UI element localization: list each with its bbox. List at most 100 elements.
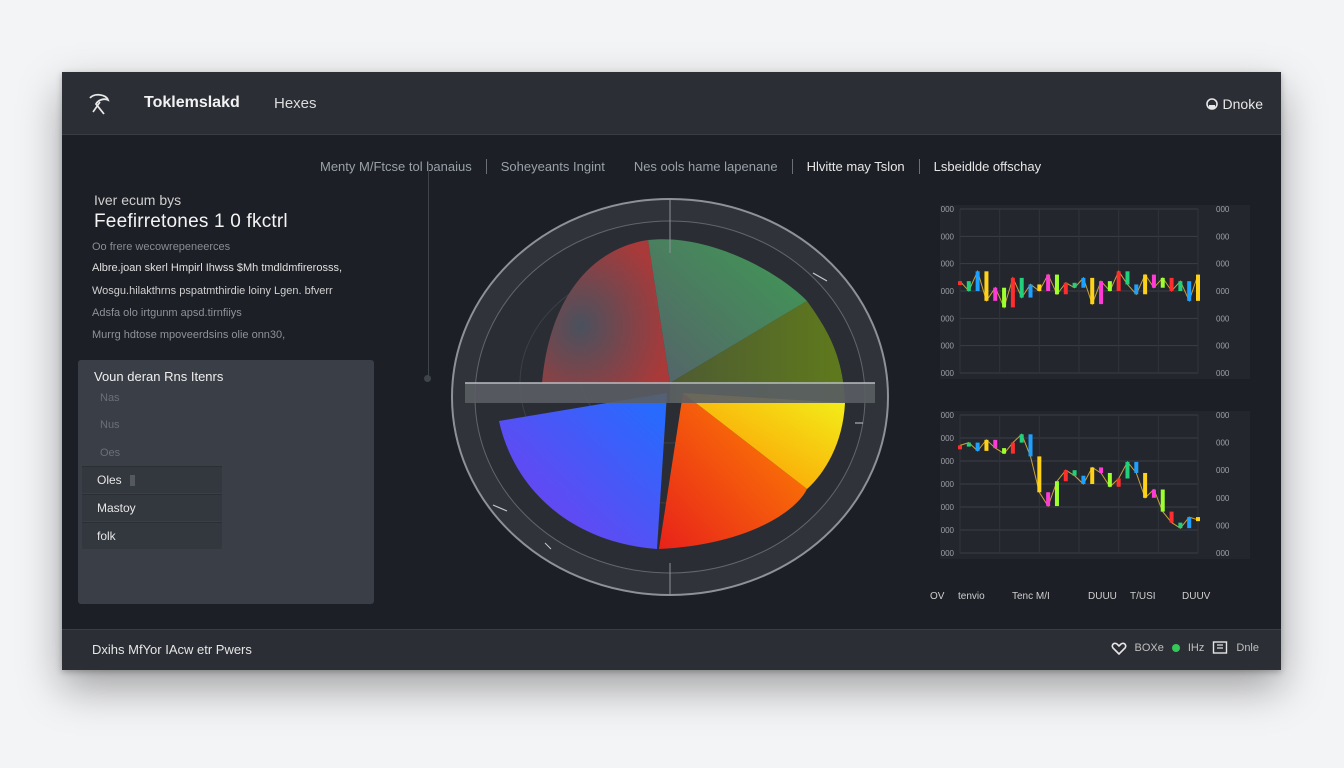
candle xyxy=(1054,481,1059,507)
tab-5[interactable]: Lsbeidlde offschay xyxy=(933,158,1042,174)
x-tick-label: tenvio xyxy=(958,591,985,602)
app-title: Toklemslakd xyxy=(144,94,240,111)
candle xyxy=(1134,284,1139,295)
divider-dot xyxy=(424,375,431,382)
candle xyxy=(1134,461,1139,473)
tick-mark xyxy=(812,272,828,282)
candle xyxy=(1090,467,1095,484)
user-button[interactable]: Dnoke xyxy=(1205,96,1263,112)
candle xyxy=(984,271,989,301)
candle xyxy=(1081,475,1086,484)
slice-bottom-purple xyxy=(499,393,667,549)
candle xyxy=(1090,277,1095,305)
slice-top-olive xyxy=(670,301,845,403)
panel-item-label: Oles xyxy=(97,473,122,487)
candle xyxy=(1099,281,1104,305)
series-line xyxy=(959,269,1199,309)
y-tick-label: 000 xyxy=(941,260,955,269)
candle xyxy=(1099,467,1104,473)
candle xyxy=(1169,277,1174,291)
candle xyxy=(975,271,980,291)
candle xyxy=(1107,472,1112,487)
candle xyxy=(1019,277,1024,298)
candle xyxy=(1072,282,1077,288)
y-tick-label: 000 xyxy=(1216,369,1230,378)
y-tick-label: 000 xyxy=(1216,260,1230,269)
candle xyxy=(958,445,962,450)
chart-panel xyxy=(940,411,1250,559)
panel-ghost-item: Nus xyxy=(100,419,120,431)
status-user-label: Dnle xyxy=(1236,642,1259,654)
status-hz-label: IHz xyxy=(1187,642,1205,654)
candle xyxy=(1151,274,1156,288)
menu-hexes[interactable]: Hexes xyxy=(274,95,317,112)
candle xyxy=(1054,274,1059,295)
y-tick-label: 000 xyxy=(941,434,955,443)
slice-bottom-yellow xyxy=(683,393,845,489)
x-tick-label: DUUV xyxy=(1182,591,1211,602)
panel-item-oles[interactable]: Oles xyxy=(82,466,222,493)
user-icon xyxy=(1205,98,1218,110)
candle xyxy=(1046,492,1051,507)
candle xyxy=(1072,470,1077,476)
user-label: Dnoke xyxy=(1222,96,1263,112)
candle xyxy=(993,287,998,301)
status-bar: Dxihs MfYor IAcw etr Pwers BOXe IHz Dnle xyxy=(62,629,1281,670)
y-tick-label: 000 xyxy=(1216,314,1230,323)
marker-icon xyxy=(129,475,135,487)
panel-ghost-item: Oes xyxy=(100,447,121,459)
heart-icon[interactable] xyxy=(1111,640,1127,656)
status-items: BOXe IHz Dnle xyxy=(1111,640,1259,656)
candle xyxy=(1002,287,1007,308)
panel-item-mastoy[interactable]: Mastoy xyxy=(82,494,222,521)
y-tick-label: 000 xyxy=(941,287,955,296)
y-tick-label: 000 xyxy=(1216,232,1230,241)
items-panel: Voun deran Rns Itenrs Nas Nus Oes Oles M… xyxy=(78,360,374,604)
y-tick-label: 000 xyxy=(1216,342,1230,351)
candle xyxy=(1010,442,1015,454)
y-tick-label: 000 xyxy=(1216,521,1230,530)
tab-divider xyxy=(791,158,793,174)
tick-mark xyxy=(544,542,552,550)
y-tick-label: 000 xyxy=(941,526,955,535)
y-tick-label: 000 xyxy=(941,480,955,489)
description-line: Oo frere wecowrepeneerces xyxy=(92,241,231,253)
description-line: Wosgu.hilakthrns pspatmthirdie loiny Lge… xyxy=(92,285,333,297)
candle xyxy=(1143,472,1148,498)
y-tick-label: 000 xyxy=(941,457,955,466)
tab-bar: Menty M/Ftcse tol banaius Soheyeants Ing… xyxy=(312,156,1049,176)
tab-4[interactable]: Hlvitte may Tslon xyxy=(806,158,905,174)
tab-3[interactable]: Nes ools hame lapenane xyxy=(633,158,778,174)
candle xyxy=(1019,434,1024,443)
candle xyxy=(1160,277,1165,288)
grid-icon[interactable] xyxy=(1212,640,1228,656)
candle xyxy=(1046,274,1051,291)
tab-2[interactable]: Soheyeants Ingint xyxy=(500,158,605,174)
candle xyxy=(966,442,971,447)
x-axis-labels: OV tenvio Tenc M/I DUUU T/USI DUUV xyxy=(930,591,1250,609)
candle xyxy=(1063,470,1068,482)
logo-icon xyxy=(89,93,110,115)
candle xyxy=(958,281,962,286)
app-window: Toklemslakd Hexes Dnoke Menty M/Ftcse to… xyxy=(62,72,1281,670)
top-bar: Toklemslakd Hexes Dnoke xyxy=(62,72,1281,135)
candle xyxy=(1028,284,1033,298)
candle xyxy=(1187,517,1192,529)
candle xyxy=(966,281,971,291)
candle xyxy=(1063,282,1068,295)
y-tick-label: 000 xyxy=(1216,287,1230,296)
panel-item-folk[interactable]: folk xyxy=(82,522,222,549)
tab-1[interactable]: Menty M/Ftcse tol banaius xyxy=(320,158,472,174)
x-tick-label: DUUU xyxy=(1088,591,1117,602)
online-indicator xyxy=(1171,644,1180,652)
tick-mark xyxy=(492,504,508,512)
section-subtitle: Iver ecum bys xyxy=(94,192,182,208)
y-tick-label: 000 xyxy=(1216,439,1230,448)
tab-divider xyxy=(619,159,620,174)
status-box-label: BOXe xyxy=(1134,642,1164,654)
slice-bottom-warm xyxy=(659,393,807,549)
candle xyxy=(1178,281,1183,291)
candle xyxy=(1169,511,1174,523)
candle xyxy=(1107,281,1112,291)
slice-top-green xyxy=(648,239,807,383)
